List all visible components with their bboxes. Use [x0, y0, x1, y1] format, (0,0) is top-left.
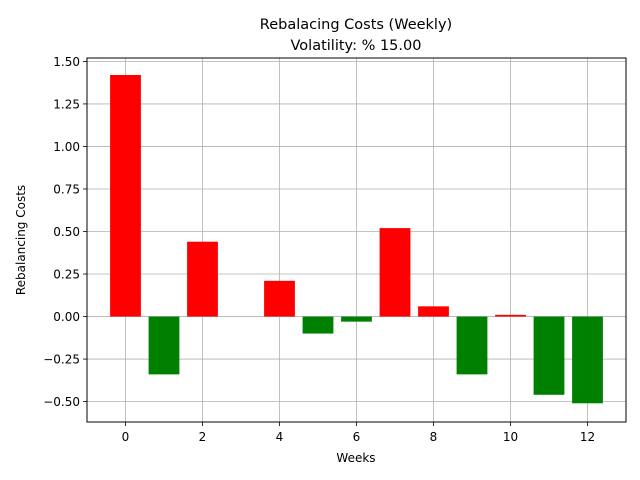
chart-title: Rebalacing Costs (Weekly) — [260, 17, 452, 33]
bar-week-2 — [187, 241, 218, 317]
bars-group — [110, 75, 603, 404]
y-tick-label: −0.50 — [43, 395, 80, 409]
y-tick-label: 1.50 — [53, 55, 80, 69]
bar-week-1 — [148, 316, 180, 375]
y-axis-ticks: −0.50 −0.25 0.00 0.25 0.50 0.75 1.00 1.25 1.50 — [43, 55, 87, 409]
x-tick-label: 0 — [122, 430, 130, 444]
y-tick-label: 0.25 — [53, 268, 80, 282]
chart-subtitle: Volatility: % 15.00 — [291, 38, 422, 54]
x-tick-label: 2 — [199, 430, 207, 444]
x-tick-label: 12 — [580, 430, 595, 444]
x-tick-label: 8 — [430, 430, 438, 444]
y-tick-label: 1.00 — [53, 140, 80, 154]
bar-week-10 — [495, 314, 526, 317]
y-tick-label: 0.00 — [53, 310, 80, 324]
y-axis-label: Rebalancing Costs — [14, 185, 28, 295]
x-tick-label: 4 — [276, 430, 284, 444]
bar-week-8 — [418, 306, 449, 317]
y-tick-label: −0.25 — [43, 353, 80, 367]
x-tick-label: 6 — [353, 430, 361, 444]
bar-week-6 — [341, 316, 372, 322]
bar-week-11 — [533, 316, 565, 395]
x-tick-label: 10 — [503, 430, 518, 444]
grid-lines — [87, 58, 626, 422]
x-axis-ticks: 0 2 4 6 8 10 12 — [122, 422, 595, 444]
bar-week-4 — [264, 280, 295, 317]
y-tick-label: 1.25 — [53, 97, 80, 111]
bar-week-5 — [302, 316, 334, 334]
y-tick-label: 0.50 — [53, 225, 80, 239]
bar-week-12 — [572, 316, 603, 404]
bar-week-9 — [456, 316, 488, 375]
bar-week-0 — [110, 75, 141, 317]
y-tick-label: 0.75 — [53, 182, 80, 196]
x-axis-label: Weeks — [336, 451, 375, 465]
bar-week-7 — [379, 228, 411, 317]
